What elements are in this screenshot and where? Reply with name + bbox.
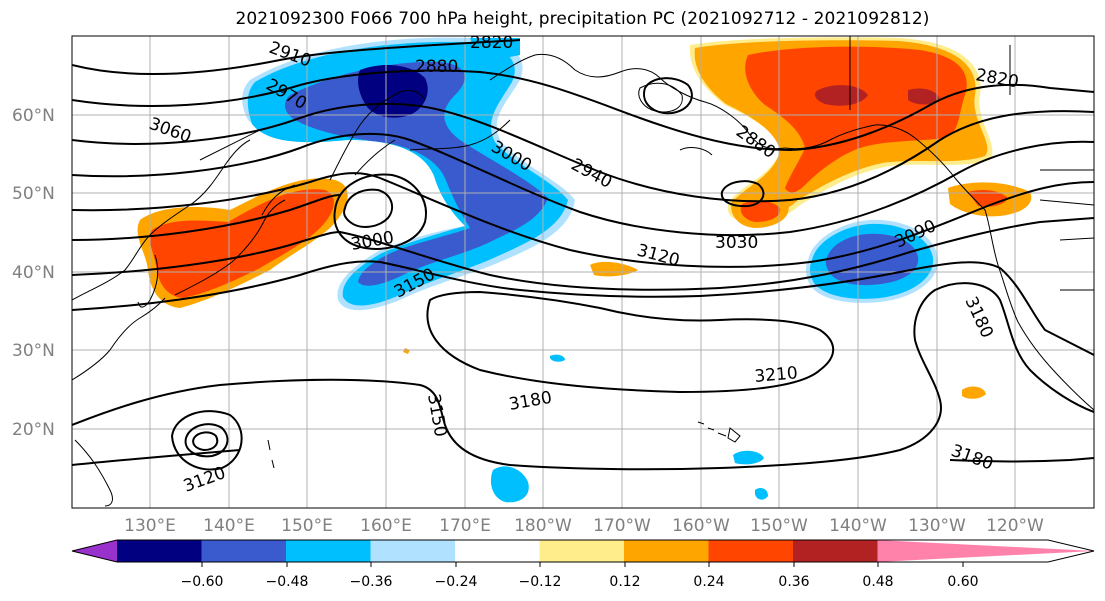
cb-tick-label: 0.12 (609, 574, 640, 590)
neg-blob-2 (733, 450, 764, 465)
height-contours (72, 39, 1094, 471)
cb-tick-label: −0.12 (519, 574, 562, 590)
contour-label: 2880 (415, 57, 458, 77)
colorbar-ticks (201, 562, 964, 567)
contour-label: 3030 (715, 233, 758, 253)
colorbar-swatch (286, 540, 371, 562)
lon-label: 130°E (124, 516, 176, 536)
lon-label: 160°W (672, 516, 730, 536)
neg-blob-1 (490, 466, 529, 503)
pos-blob-3 (962, 386, 986, 399)
lon-label: 150°W (750, 516, 808, 536)
colorbar-extend-left (72, 540, 117, 562)
lon-label: 170°W (593, 516, 651, 536)
cb-tick-label: 0.36 (778, 574, 809, 590)
lon-label: 140°E (203, 516, 255, 536)
colorbar-swatch (201, 540, 287, 562)
pos-anomaly-firebrick-ne (814, 85, 868, 106)
lon-label: 120°W (986, 516, 1044, 536)
lon-label: 170°E (439, 516, 491, 536)
colorbar-swatch (117, 540, 202, 562)
colorbar: −0.60 −0.48 −0.36 −0.24 −0.12 0.12 0.24 … (71, 539, 1095, 590)
cb-tick-label: 0.24 (693, 574, 724, 590)
neg-anomaly-royal (284, 61, 548, 286)
colorbar-tick-labels: −0.60 −0.48 −0.36 −0.24 −0.12 0.12 0.24 … (181, 574, 979, 590)
latitude-labels: 60°N 50°N 40°N 30°N 20°N (12, 106, 55, 440)
lon-label: 140°W (829, 516, 887, 536)
lat-label: 50°N (12, 184, 55, 204)
colorbar-extend-right (877, 540, 1094, 562)
colorbar-swatch (708, 540, 794, 562)
lon-label: 180°W (514, 516, 572, 536)
lon-label: 160°E (360, 516, 412, 536)
neg-blob-4 (550, 354, 565, 362)
cb-tick-label: −0.24 (435, 574, 478, 590)
contour-label: 2820 (470, 33, 513, 53)
contour-label: 3210 (754, 363, 799, 387)
map-frame (71, 35, 1095, 509)
cb-tick-label: 0.60 (947, 574, 978, 590)
lat-label: 20°N (12, 420, 55, 440)
lon-label: 150°E (281, 516, 333, 536)
cb-tick-label: −0.48 (266, 574, 309, 590)
precip-shading (137, 37, 1032, 503)
neg-anomaly-top (470, 38, 520, 60)
lat-label: 30°N (12, 341, 55, 361)
lon-label: 130°W (908, 516, 966, 536)
cb-tick-label: −0.36 (350, 574, 393, 590)
colorbar-swatch (455, 540, 540, 562)
lat-label: 60°N (12, 106, 55, 126)
pos-anomaly-red-west (149, 189, 334, 298)
pos-anomaly-firebrick-ne2 (908, 88, 940, 105)
neg-blob-3 (755, 488, 768, 500)
colorbar-swatches (72, 540, 1094, 562)
cb-tick-label: 0.48 (862, 574, 893, 590)
colorbar-outline (71, 539, 1095, 563)
colorbar-swatch (370, 540, 456, 562)
map-title: 2021092300 F066 700 hPa height, precipit… (235, 9, 930, 29)
cb-tick-label: −0.60 (181, 574, 224, 590)
longitude-labels: 130°E 140°E 150°E 160°E 170°E 180°W 170°… (124, 516, 1044, 536)
pos-blob-2 (590, 261, 638, 277)
lat-label: 40°N (12, 263, 55, 283)
pos-anomaly-red-ne (745, 46, 967, 193)
colorbar-swatch (539, 540, 625, 562)
colorbar-swatch (793, 540, 878, 562)
colorbar-swatch (624, 540, 709, 562)
